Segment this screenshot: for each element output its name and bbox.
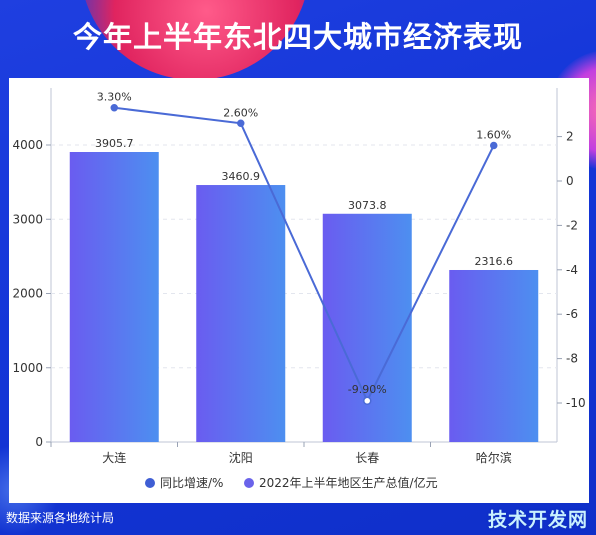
chart-panel: 0 1000 2000 3000 4000 -10 -8 -6 -4 -2 0 2 大连 3905.7 沈阳… (9, 78, 589, 503)
growth-point (490, 141, 498, 150)
growth-label: -9.90% (348, 383, 387, 396)
legend-label-bar: 2022年上半年地区生产总值/亿元 (259, 475, 438, 490)
growth-point (110, 103, 118, 112)
y-left-tick-label: 4000 (12, 138, 43, 152)
bar-value-label: 3905.7 (95, 137, 134, 150)
y-left-tick-label: 2000 (12, 287, 43, 301)
legend-dot-line (145, 478, 155, 488)
x-tick-label: 沈阳 (229, 450, 253, 465)
x-tick-label: 长春 (355, 451, 379, 465)
bar (69, 152, 159, 442)
bar (196, 185, 286, 442)
growth-label: 1.60% (476, 128, 511, 141)
y-left-tick-label: 3000 (12, 212, 43, 226)
y-right-tick-label: 0 (566, 174, 574, 188)
bar-value-label: 3073.8 (348, 199, 387, 212)
y-right-tick-label: -10 (566, 396, 586, 410)
growth-label: 3.30% (97, 91, 132, 104)
legend-label-line: 同比增速/% (160, 476, 223, 490)
watermark: 技术开发网 (487, 509, 588, 531)
bar-value-label: 3460.9 (222, 170, 261, 183)
y-right-tick-label: -4 (566, 263, 578, 277)
growth-label: 2.60% (223, 106, 258, 119)
x-tick-label: 大连 (102, 450, 126, 465)
legend-dot-bar (244, 478, 254, 488)
source-note: 数据来源各地统计局 (6, 511, 115, 525)
page-title: 今年上半年东北四大城市经济表现 (72, 20, 523, 54)
y-left-tick-label: 1000 (12, 361, 43, 375)
y-right-tick-label: -6 (566, 307, 578, 321)
y-right-tick-label: -2 (566, 218, 578, 232)
growth-point (363, 396, 372, 406)
y-right-tick-label: -8 (566, 352, 578, 366)
x-tick-label: 哈尔滨 (476, 450, 512, 465)
combo-chart: 0 1000 2000 3000 4000 -10 -8 -6 -4 -2 0 2 大连 3905.7 沈阳… (12, 88, 586, 490)
growth-line (114, 106, 495, 404)
y-left-tick-label: 0 (35, 435, 43, 449)
bar (322, 213, 412, 442)
bar (449, 269, 539, 442)
growth-point (237, 119, 245, 128)
bar-value-label: 2316.6 (475, 255, 514, 268)
y-right-tick-label: 2 (566, 130, 574, 144)
